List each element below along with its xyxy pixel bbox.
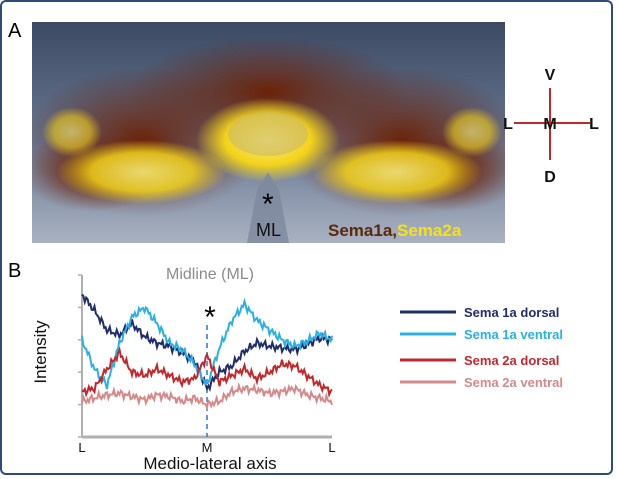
series-line-1 (81, 297, 333, 390)
x-tick-label: M (202, 440, 213, 455)
panel-b-label: B (8, 260, 22, 282)
legend-label-0: Sema 1a dorsal (464, 305, 559, 320)
midline-gap (247, 172, 289, 243)
intensity-chart: L M L Sema 1a dorsal Sema 1a ventral Sema 2a… (31, 266, 563, 473)
micrograph-image (32, 22, 505, 243)
compass-dorsal: D (544, 169, 556, 186)
stain-label-sema2a: Sema2a (397, 221, 462, 240)
stain-label-sema1a: Sema1a (328, 221, 393, 240)
series-line-2 (81, 346, 333, 398)
series-line-0 (81, 293, 333, 393)
stain-legend: Sema1a,Sema2a (328, 221, 461, 241)
x-tick-label: L (78, 440, 85, 455)
compass-lateral-right: L (589, 116, 599, 133)
legend-label-2: Sema 2a dorsal (464, 353, 559, 368)
sema2a-stain (42, 98, 502, 204)
midline-asterisk: * (204, 301, 216, 334)
chart-legend: Sema 1a dorsal Sema 1a ventral Sema 2a dor… (400, 305, 563, 390)
series-line-3 (81, 381, 333, 411)
micrograph-asterisk: * (262, 188, 274, 221)
midline-annotation: Midline (ML) (166, 266, 254, 283)
compass-medial: M (543, 116, 556, 133)
micrograph-svg (32, 22, 505, 243)
legend-label-1: Sema 1a ventral (464, 327, 563, 342)
ml-label: ML (256, 220, 282, 240)
x-tick-label: L (328, 440, 335, 455)
compass-lateral-left: L (503, 116, 513, 133)
legend-label-3: Sema 2a ventral (464, 375, 563, 390)
x-axis-label: Medio-lateral axis (143, 454, 276, 473)
compass-ventral: V (545, 67, 556, 84)
orientation-compass: V D L M L (503, 67, 599, 186)
y-axis-label: Intensity (31, 320, 50, 384)
panel-a-label: A (8, 20, 22, 42)
stain-separator: , (392, 221, 398, 240)
